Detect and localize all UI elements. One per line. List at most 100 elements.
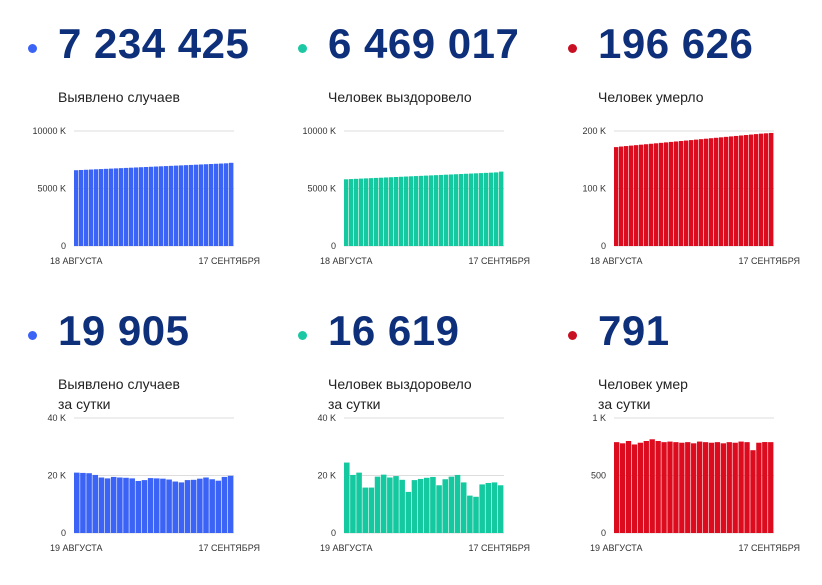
y-tick-label: 20 K [317, 471, 336, 481]
bar [174, 165, 179, 246]
bar [489, 172, 494, 246]
bar [224, 163, 229, 246]
bar [449, 174, 454, 246]
bar [469, 173, 474, 246]
bar [411, 480, 418, 533]
bar [356, 472, 362, 533]
y-tick-label: 0 [601, 241, 606, 251]
panel-daily-recovered: 16 619 Человек выздоровело за сутки 0 20 K 40… [270, 287, 540, 572]
bar [497, 485, 504, 533]
bar [494, 172, 499, 246]
bar [129, 167, 134, 246]
bar [439, 174, 444, 246]
bar [379, 177, 384, 246]
bar [404, 176, 409, 246]
bar [104, 478, 111, 533]
bar [124, 167, 129, 246]
bar [179, 165, 184, 246]
stat-number: 196 626 [598, 20, 754, 67]
bar [689, 140, 694, 246]
bar [429, 175, 434, 246]
bar [344, 179, 349, 246]
bar [696, 441, 703, 533]
stat-number: 6 469 017 [328, 20, 520, 67]
bar [754, 134, 759, 246]
bar [219, 163, 224, 246]
panel-daily-cases: 19 905 Выявлено случаев за сутки 0 20 K 40 K 1… [0, 287, 270, 572]
bar [154, 478, 160, 533]
bar [419, 175, 424, 246]
x-end-label: 17 СЕНТЯБРЯ [198, 543, 260, 553]
x-start-label: 18 АВГУСТА [320, 256, 373, 266]
bar [708, 442, 715, 533]
stat-label-line1: Человек умер [598, 376, 688, 392]
bar [744, 442, 750, 533]
bar-chart: 0 5000 K 10000 K 18 АВГУСТА 17 СЕНТЯБРЯ [302, 126, 530, 266]
bar [669, 141, 674, 246]
bar [349, 179, 354, 246]
bullet-dot-icon [28, 331, 37, 340]
bar [454, 174, 459, 246]
stat-label-line1: Выявлено случаев [58, 376, 180, 392]
bar [189, 164, 194, 246]
bar [414, 176, 419, 246]
y-tick-label: 5000 K [307, 184, 336, 194]
bar [764, 133, 769, 246]
bar [484, 172, 489, 246]
bar [184, 480, 191, 533]
x-end-label: 17 СЕНТЯБРЯ [468, 256, 530, 266]
bar [424, 477, 430, 533]
stat-number: 7 234 425 [58, 20, 250, 67]
panel-daily-deaths: 791 Человек умер за сутки 0 500 1 K 19 АВГУСТА… [540, 287, 810, 572]
bar [424, 175, 429, 246]
bar [199, 164, 204, 246]
bar [94, 169, 99, 246]
y-tick-label: 0 [331, 528, 336, 538]
bar [364, 178, 369, 246]
bar [184, 165, 189, 246]
bar [374, 476, 381, 533]
panel-total-deaths: 196 626 Человек умерло 0 100 K 200 K 18 АВГУС… [540, 0, 810, 285]
bar [637, 442, 644, 533]
x-start-label: 19 АВГУСТА [50, 543, 103, 553]
bar [704, 138, 709, 246]
bar [634, 145, 639, 246]
y-tick-label: 0 [61, 528, 66, 538]
stat-label-line1: Человек выздоровело [328, 89, 472, 105]
bar-chart: 0 500 1 K 19 АВГУСТА 17 СЕНТЯБРЯ [590, 413, 800, 553]
bar-chart: 0 100 K 200 K 18 АВГУСТА 17 СЕНТЯБРЯ [582, 126, 800, 266]
bullet-dot-icon [568, 44, 577, 53]
bar [194, 164, 199, 246]
bar-chart: 0 20 K 40 K 19 АВГУСТА 17 СЕНТЯБРЯ [317, 413, 530, 553]
bar [172, 481, 179, 533]
bar [661, 442, 667, 533]
y-tick-label: 10000 K [302, 126, 336, 136]
stat-label-line2: за сутки [598, 396, 651, 412]
bar [619, 443, 626, 533]
bar [679, 141, 684, 246]
bar [744, 135, 749, 246]
stat-label-line1: Выявлено случаев [58, 89, 180, 105]
bar [655, 441, 661, 533]
bar [99, 169, 104, 246]
stat-label: Человек выздоровело [328, 87, 472, 107]
bar [139, 167, 144, 246]
bar [417, 478, 424, 533]
bar [109, 168, 114, 246]
bar [135, 480, 142, 533]
panel-total-recovered: 6 469 017 Человек выздоровело 0 5000 K 10000… [270, 0, 540, 285]
bar [104, 168, 109, 246]
bar [699, 139, 704, 246]
bar [769, 132, 774, 246]
bar [614, 147, 619, 246]
stat-number: 791 [598, 307, 670, 354]
bar [467, 495, 473, 533]
stat-label: Выявлено случаев за сутки [58, 374, 180, 414]
bar [84, 169, 89, 246]
bar [473, 496, 479, 533]
y-tick-label: 10000 K [32, 126, 66, 136]
stat-label: Выявлено случаев [58, 87, 180, 107]
bar [750, 450, 756, 533]
bar [749, 134, 754, 246]
bar [159, 166, 164, 246]
